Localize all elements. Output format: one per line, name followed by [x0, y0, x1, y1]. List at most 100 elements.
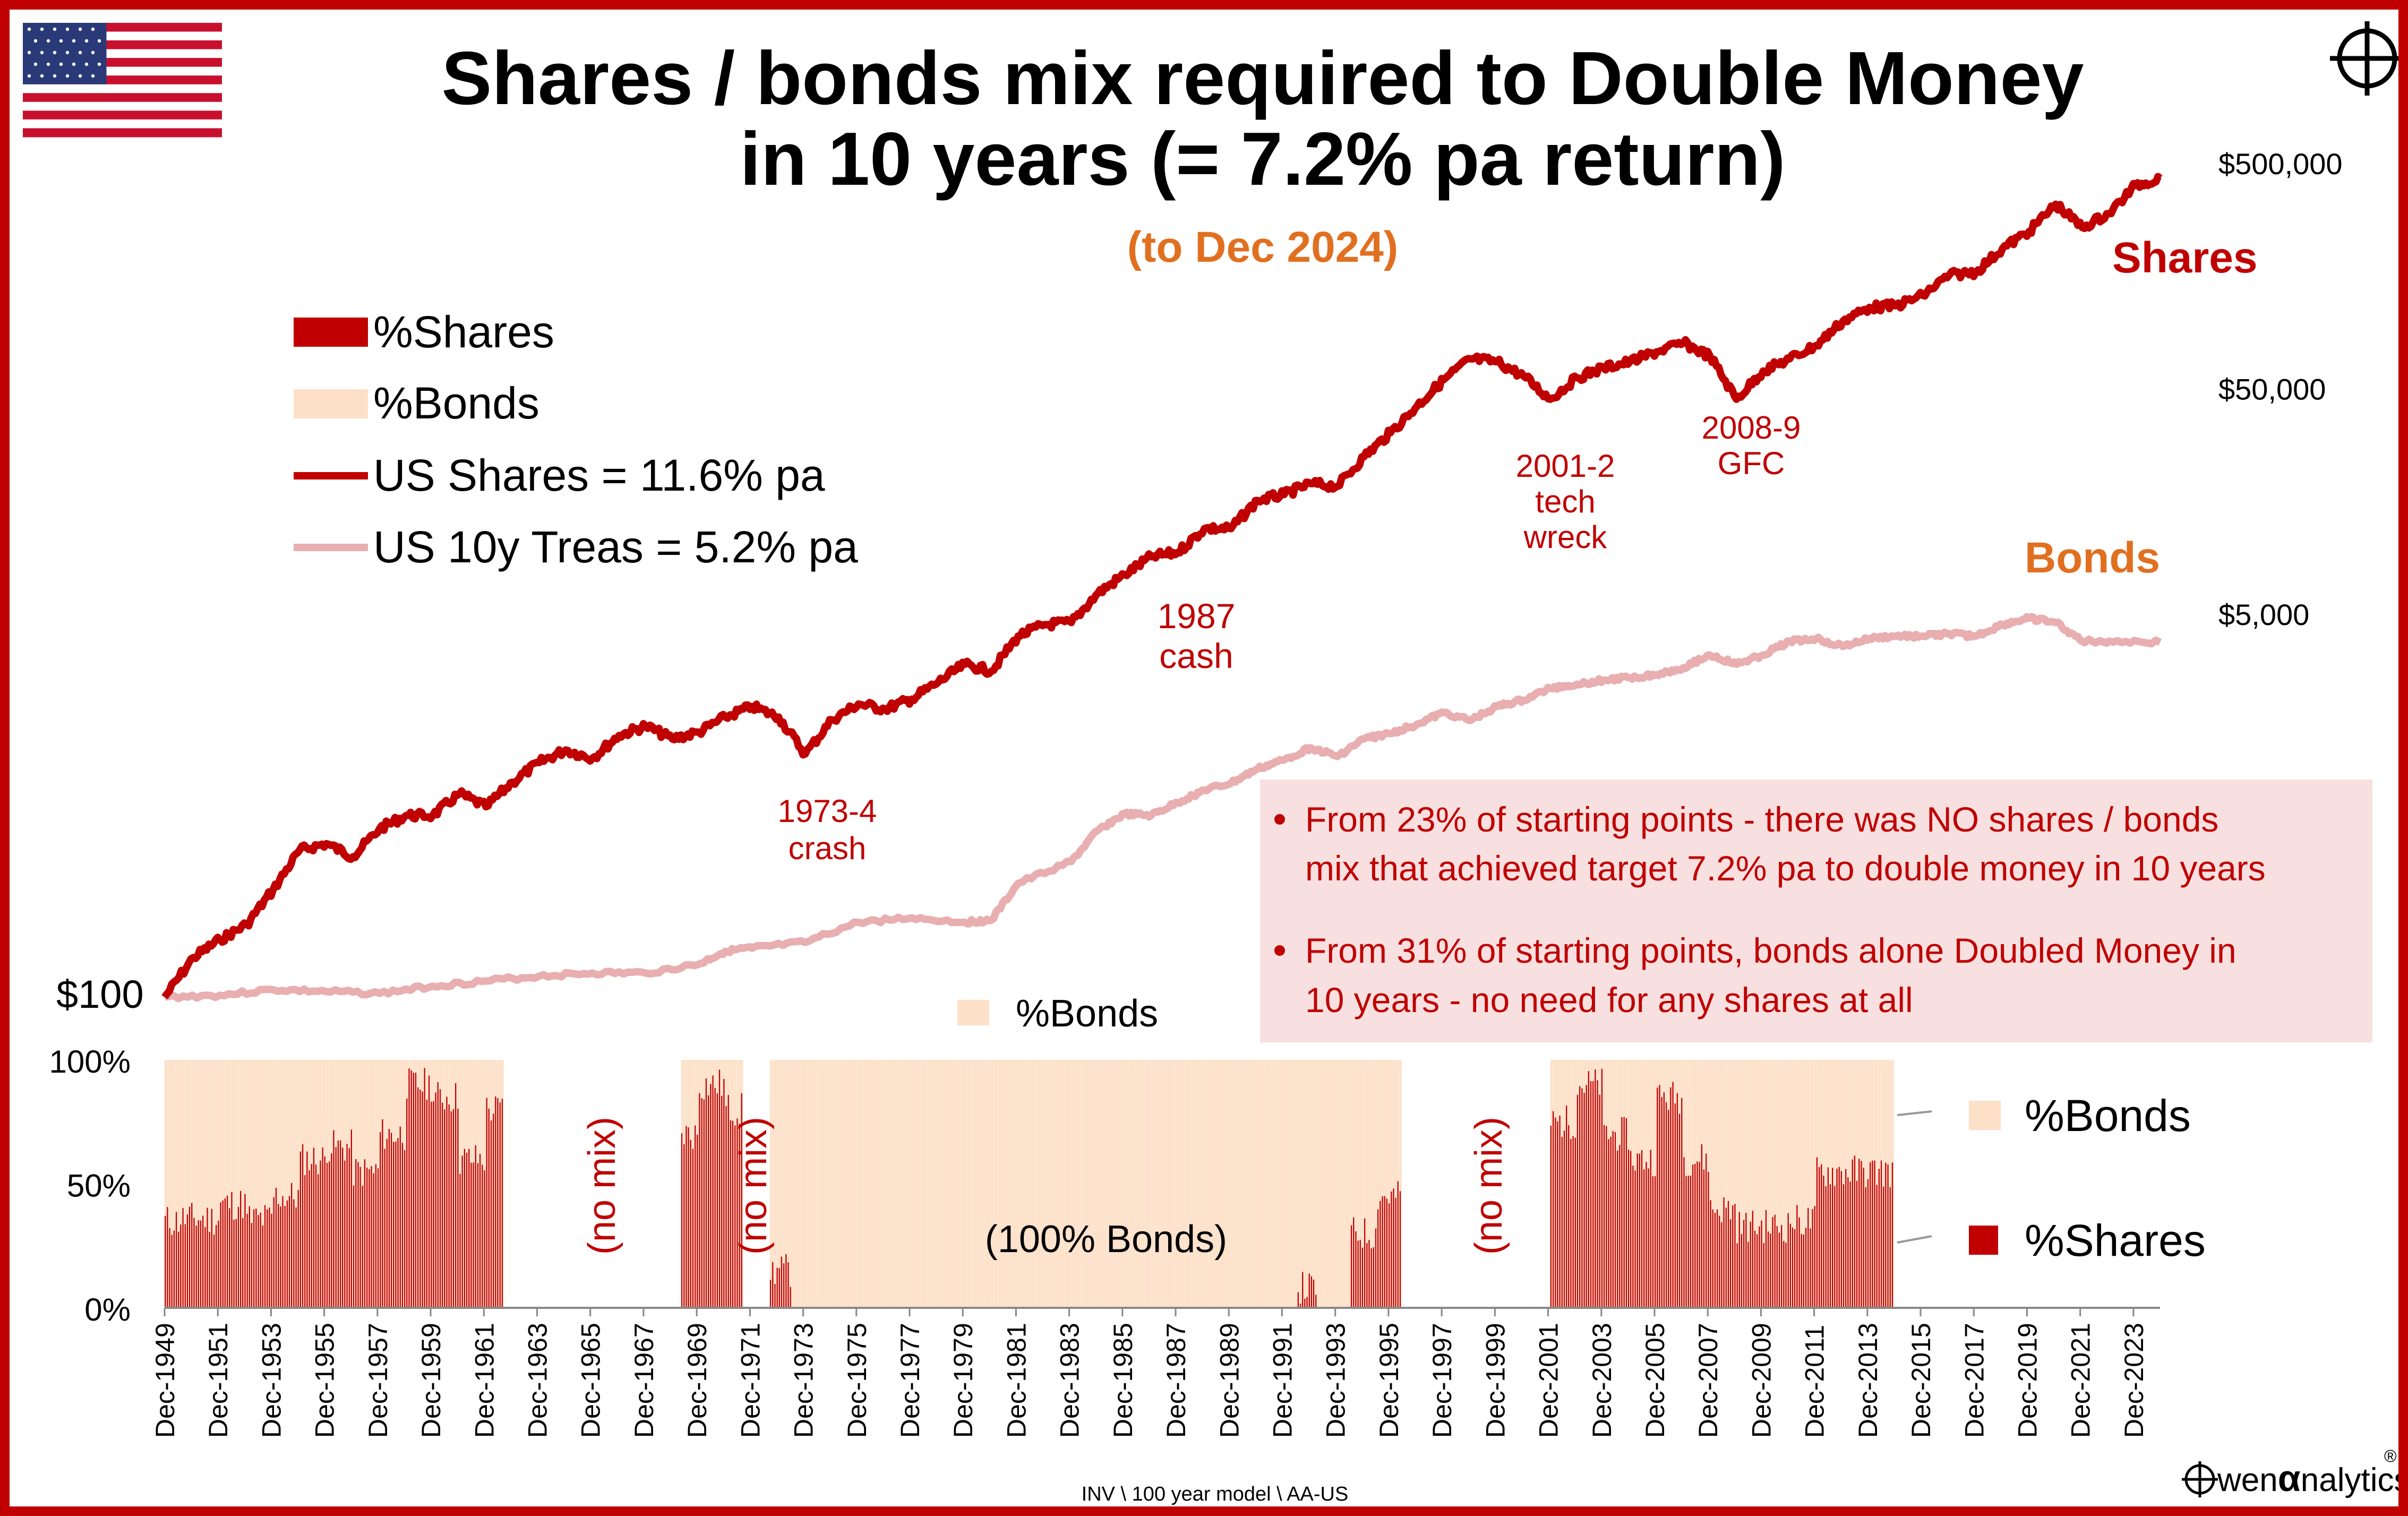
- bar-shares: [371, 1166, 372, 1308]
- bar-shares: [348, 1148, 350, 1308]
- bar-bonds: [1335, 1060, 1338, 1308]
- x-tick-label: Dec-1959: [416, 1323, 446, 1438]
- bar-shares: [1610, 1136, 1612, 1308]
- bar-shares: [1652, 1176, 1654, 1308]
- bar-shares: [470, 1162, 472, 1308]
- bar-bonds: [1016, 1060, 1018, 1308]
- x-tick-label: Dec-1975: [842, 1323, 872, 1438]
- bar-bonds: [980, 1060, 983, 1308]
- bar-shares: [1599, 1094, 1600, 1308]
- bar-bonds: [1002, 1060, 1005, 1308]
- bar-shares: [1776, 1226, 1778, 1308]
- bar-bonds: [845, 1060, 847, 1308]
- bar-bonds: [269, 1060, 271, 1308]
- bar-shares: [269, 1207, 270, 1308]
- bar-bonds: [1743, 1060, 1745, 1308]
- bar-shares: [1661, 1097, 1663, 1308]
- bar-bonds: [1171, 1060, 1173, 1308]
- chart-subtitle: (to Dec 2024): [1127, 223, 1398, 271]
- notes-background: [1260, 780, 2372, 1042]
- bar-shares: [410, 1070, 412, 1308]
- bar-bonds: [1789, 1060, 1792, 1308]
- bar-bonds: [1078, 1060, 1081, 1308]
- bar-bonds: [1033, 1060, 1036, 1308]
- bar-bonds: [165, 1060, 167, 1308]
- bar-shares: [1812, 1209, 1813, 1308]
- bar-bonds: [1022, 1060, 1025, 1308]
- bar-bonds: [1741, 1060, 1743, 1308]
- bar-bonds: [202, 1060, 204, 1308]
- bar-bonds: [1071, 1060, 1074, 1308]
- bar-bonds: [1734, 1060, 1737, 1308]
- bar-shares: [1785, 1243, 1787, 1308]
- bar-bonds: [1366, 1060, 1368, 1308]
- bar-bonds: [1284, 1060, 1287, 1308]
- bar-shares: [1310, 1276, 1313, 1308]
- bar-bonds: [286, 1060, 289, 1308]
- bar-bonds: [1269, 1060, 1271, 1308]
- bar-shares: [209, 1231, 210, 1308]
- bar-bonds: [945, 1060, 947, 1308]
- bar-shares: [191, 1203, 193, 1308]
- annotation-text: 1973-4: [778, 793, 877, 829]
- bar-shares: [1825, 1186, 1827, 1308]
- bar-bonds: [1009, 1060, 1012, 1308]
- bar-bonds: [235, 1060, 238, 1308]
- bar-bonds: [1772, 1060, 1775, 1308]
- bar-bonds: [1111, 1060, 1113, 1308]
- bar-bonds: [965, 1060, 967, 1308]
- bar-shares: [464, 1149, 465, 1308]
- bar-bonds: [1333, 1060, 1335, 1308]
- bar-bonds: [978, 1060, 981, 1308]
- bar-shares: [473, 1162, 474, 1308]
- bar-bonds: [1131, 1060, 1134, 1308]
- annotation-text: crash: [789, 830, 867, 866]
- bar-bonds: [271, 1060, 273, 1308]
- bar-bonds: [1805, 1060, 1807, 1308]
- legend-top: %Shares %Bonds US Shares = 11.6% pa US 1…: [294, 307, 858, 572]
- bar-bonds: [1162, 1060, 1164, 1308]
- bar-bonds: [825, 1060, 828, 1308]
- bar-bonds: [1142, 1060, 1145, 1308]
- bar-shares: [1692, 1164, 1694, 1308]
- bar-shares: [1819, 1167, 1820, 1308]
- bar-bonds: [869, 1060, 872, 1308]
- bar-shares: [355, 1159, 357, 1308]
- bar-bonds: [923, 1060, 925, 1308]
- bar-bonds: [874, 1060, 876, 1308]
- bar-shares: [1856, 1180, 1858, 1308]
- bar-bonds: [273, 1060, 276, 1308]
- bar-shares: [475, 1145, 476, 1308]
- bar-bonds: [841, 1060, 843, 1308]
- bar-shares: [1308, 1273, 1310, 1308]
- bar-shares: [1747, 1241, 1749, 1308]
- bar-bonds: [781, 1060, 783, 1308]
- bar-shares: [1391, 1191, 1392, 1308]
- bar-bonds: [792, 1060, 794, 1308]
- bar-bonds: [1259, 1060, 1262, 1308]
- bar-bonds: [1727, 1060, 1730, 1308]
- bar-bonds: [1155, 1060, 1158, 1308]
- bar-shares: [705, 1078, 707, 1308]
- bar-shares: [1870, 1162, 1871, 1308]
- bar-shares: [1843, 1184, 1845, 1308]
- bar-bonds: [1215, 1060, 1218, 1308]
- bar-bonds: [267, 1060, 269, 1308]
- x-tick-label: Dec-1961: [469, 1323, 499, 1438]
- bar-shares: [1803, 1234, 1804, 1308]
- bar-shares: [1304, 1298, 1306, 1308]
- annotation-text: wreck: [1523, 519, 1608, 555]
- brand-registered: ®: [2384, 1446, 2397, 1466]
- bar-shares: [344, 1160, 346, 1308]
- bar-bonds: [1227, 1060, 1229, 1308]
- bar-shares: [375, 1164, 376, 1308]
- bar-bonds: [1750, 1060, 1752, 1308]
- bar-shares: [218, 1220, 219, 1308]
- bar-shares: [1619, 1145, 1621, 1308]
- bar-shares: [1743, 1220, 1745, 1308]
- bar-shares: [297, 1189, 299, 1308]
- bar-shares: [1366, 1243, 1368, 1308]
- bar-bonds: [1723, 1060, 1726, 1308]
- bar-bonds: [772, 1060, 774, 1308]
